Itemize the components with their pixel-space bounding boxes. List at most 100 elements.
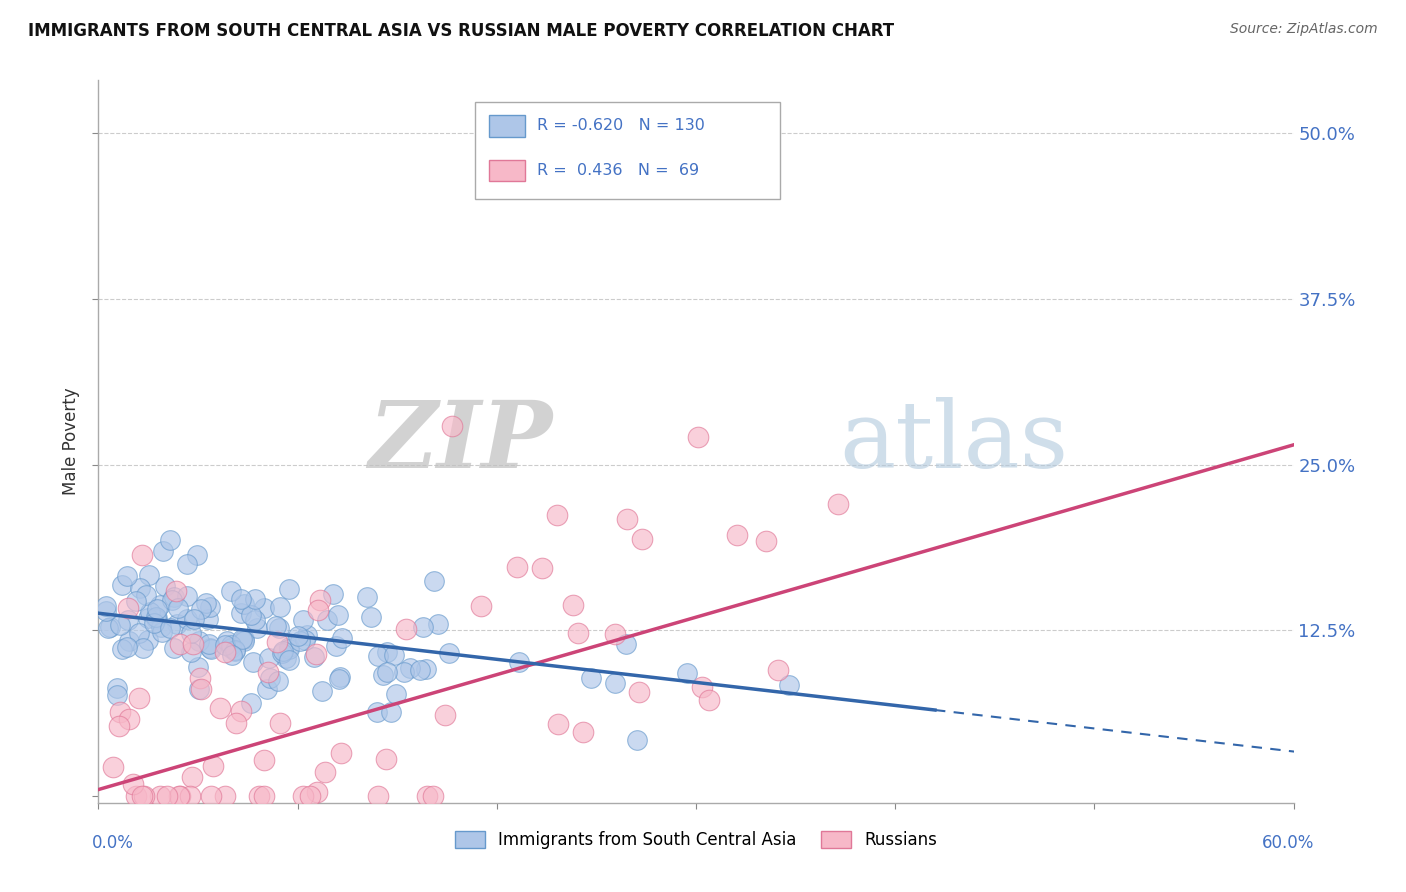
Point bbox=[271, 644, 294, 658]
Point bbox=[278, 653, 301, 667]
Point bbox=[768, 664, 790, 678]
Text: 0.0%: 0.0% bbox=[91, 834, 134, 852]
Y-axis label: Male Poverty: Male Poverty bbox=[62, 388, 80, 495]
Text: 60.0%: 60.0% bbox=[1263, 834, 1315, 852]
FancyBboxPatch shape bbox=[489, 160, 524, 181]
Point bbox=[298, 789, 321, 804]
Point bbox=[755, 534, 778, 549]
Point bbox=[409, 663, 432, 677]
Point bbox=[98, 619, 121, 633]
Point bbox=[224, 643, 246, 657]
Point bbox=[245, 592, 267, 607]
Point bbox=[214, 644, 236, 658]
Point bbox=[329, 746, 352, 760]
Point bbox=[257, 651, 280, 665]
Point bbox=[187, 659, 209, 673]
Point bbox=[329, 670, 352, 684]
Point bbox=[778, 678, 800, 692]
Point bbox=[139, 605, 162, 619]
Point bbox=[117, 613, 139, 627]
Point bbox=[131, 789, 153, 804]
Text: atlas: atlas bbox=[839, 397, 1069, 486]
Point bbox=[176, 589, 198, 603]
Point bbox=[328, 673, 350, 687]
Point bbox=[398, 660, 420, 674]
Point bbox=[115, 569, 138, 583]
Point bbox=[153, 579, 176, 593]
Point bbox=[200, 641, 222, 656]
FancyBboxPatch shape bbox=[489, 115, 524, 136]
Point bbox=[165, 583, 187, 598]
Point bbox=[221, 638, 243, 652]
Point bbox=[180, 645, 202, 659]
Point bbox=[167, 789, 190, 804]
Point bbox=[108, 617, 131, 632]
Point bbox=[316, 613, 339, 627]
Point bbox=[115, 640, 138, 654]
Point bbox=[256, 681, 278, 696]
Point bbox=[149, 620, 172, 634]
Point bbox=[187, 681, 209, 696]
Point bbox=[150, 625, 173, 640]
Point bbox=[326, 607, 349, 622]
Point bbox=[159, 533, 181, 548]
Point bbox=[229, 592, 252, 607]
Point bbox=[295, 628, 318, 642]
Point bbox=[214, 789, 236, 804]
Point bbox=[253, 789, 276, 804]
Point bbox=[305, 647, 328, 661]
Point bbox=[180, 626, 202, 640]
Point bbox=[145, 610, 167, 624]
Point bbox=[278, 641, 301, 656]
Point bbox=[384, 687, 406, 701]
Point bbox=[269, 621, 291, 635]
Point bbox=[603, 676, 626, 690]
Point bbox=[111, 642, 134, 657]
Point bbox=[247, 789, 270, 804]
Point bbox=[614, 637, 637, 651]
Point bbox=[325, 639, 347, 653]
Point bbox=[269, 716, 291, 731]
Point bbox=[129, 582, 152, 596]
Point bbox=[125, 594, 148, 608]
Point bbox=[176, 557, 198, 571]
Point bbox=[180, 770, 202, 784]
Point bbox=[375, 645, 398, 659]
Text: Source: ZipAtlas.com: Source: ZipAtlas.com bbox=[1230, 22, 1378, 37]
Point bbox=[169, 789, 191, 804]
Point bbox=[322, 587, 344, 601]
Point bbox=[138, 567, 160, 582]
Point bbox=[292, 789, 315, 804]
Point bbox=[198, 600, 221, 615]
Point bbox=[197, 636, 219, 650]
Point bbox=[128, 626, 150, 640]
Point bbox=[188, 671, 211, 685]
Point bbox=[380, 705, 402, 719]
Point bbox=[107, 719, 129, 733]
Point bbox=[259, 671, 281, 685]
Point bbox=[136, 633, 159, 648]
Point bbox=[118, 633, 141, 648]
Point bbox=[571, 725, 593, 739]
Point bbox=[330, 631, 353, 645]
Point bbox=[118, 712, 141, 726]
Point bbox=[229, 704, 252, 718]
Point bbox=[197, 613, 219, 627]
Point bbox=[162, 590, 184, 604]
Point bbox=[725, 527, 748, 541]
Point bbox=[183, 612, 205, 626]
Point bbox=[221, 583, 243, 598]
Point bbox=[149, 599, 172, 613]
FancyBboxPatch shape bbox=[475, 102, 780, 200]
Point bbox=[97, 621, 120, 635]
Point bbox=[375, 665, 398, 680]
Point bbox=[581, 671, 603, 685]
Point bbox=[132, 789, 155, 804]
Point bbox=[233, 634, 256, 648]
Text: IMMIGRANTS FROM SOUTH CENTRAL ASIA VS RUSSIAN MALE POVERTY CORRELATION CHART: IMMIGRANTS FROM SOUTH CENTRAL ASIA VS RU… bbox=[28, 22, 894, 40]
Point bbox=[688, 430, 710, 444]
Point bbox=[152, 544, 174, 558]
Point bbox=[156, 789, 179, 804]
Point bbox=[356, 590, 378, 604]
Point bbox=[246, 621, 269, 635]
